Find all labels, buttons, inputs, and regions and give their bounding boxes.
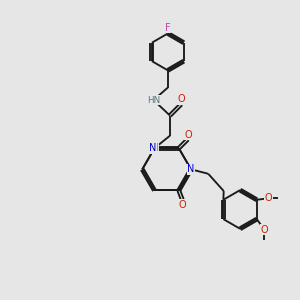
- Text: O: O: [260, 224, 268, 235]
- Text: F: F: [165, 22, 171, 32]
- Text: O: O: [178, 94, 186, 104]
- Text: N: N: [151, 143, 158, 153]
- Text: N: N: [149, 143, 157, 153]
- Text: O: O: [264, 193, 272, 203]
- Text: N: N: [187, 164, 195, 174]
- Text: HN: HN: [147, 96, 160, 105]
- Text: O: O: [178, 200, 186, 210]
- Text: O: O: [184, 130, 192, 140]
